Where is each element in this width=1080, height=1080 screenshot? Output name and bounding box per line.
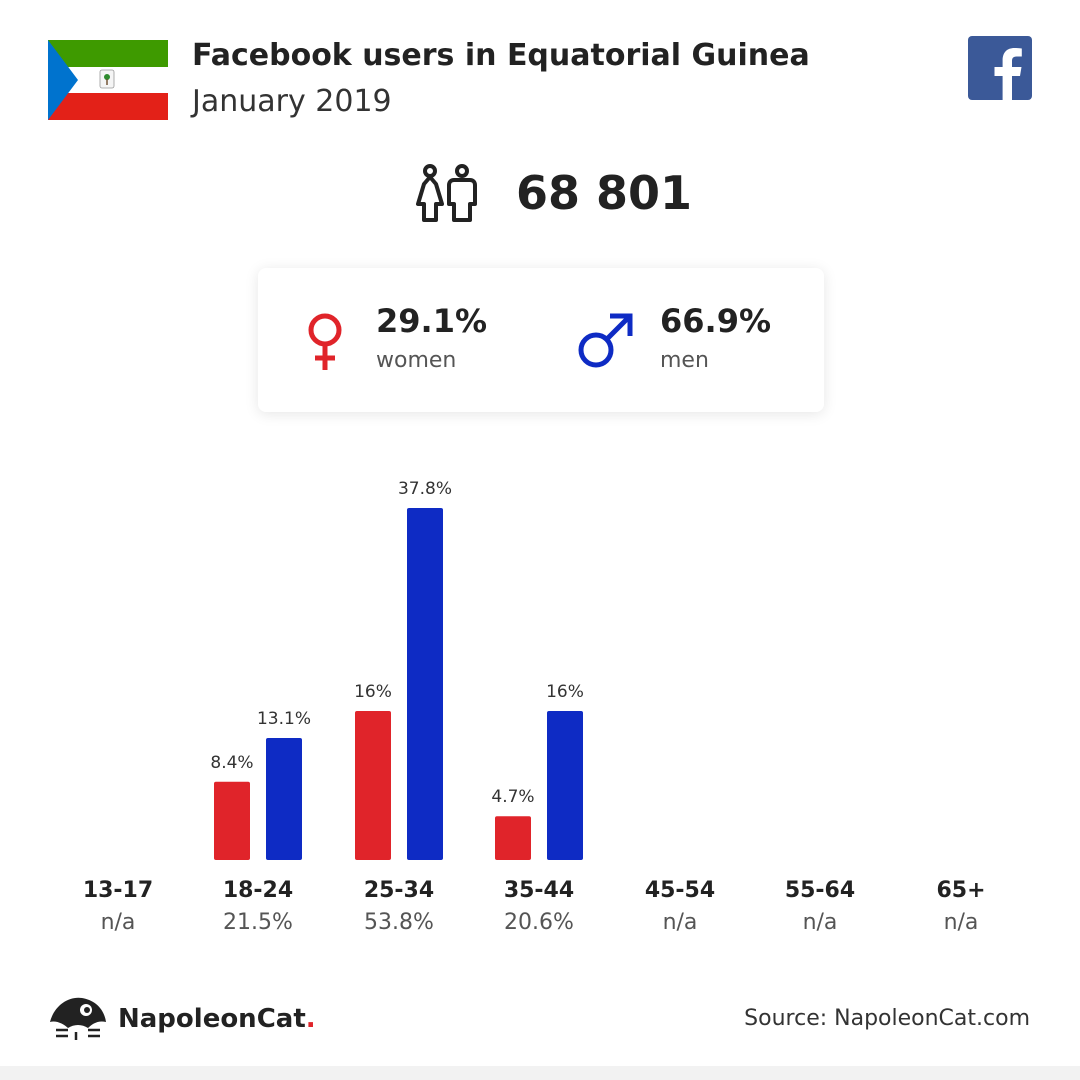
age-group-share: 20.6%	[504, 910, 574, 935]
users-icon	[416, 164, 477, 222]
female-symbol-icon	[308, 313, 342, 370]
equatorial-guinea-flag	[48, 40, 168, 120]
age-group-share: n/a	[100, 910, 136, 935]
data-label-men-25-34: 37.8%	[398, 479, 452, 499]
bottom-strip	[0, 1066, 1080, 1080]
age-group-label: 13-17	[82, 878, 154, 903]
brand-dot: .	[305, 1004, 316, 1034]
brand-name: NapoleonCat.	[118, 1004, 316, 1034]
page-subtitle: January 2019	[192, 84, 392, 119]
gender-split-card: 29.1% women 66.9% men	[258, 268, 824, 412]
data-label-men-35-44: 16%	[546, 682, 584, 702]
source-text: Source: NapoleonCat.com	[744, 1006, 1030, 1031]
age-group-label: 55-64	[784, 878, 856, 903]
men-label: men	[660, 348, 709, 373]
age-group-share: n/a	[802, 910, 838, 935]
age-group-share: 21.5%	[223, 910, 293, 935]
data-label-women-18-24: 8.4%	[210, 753, 253, 773]
chart-plot-area: 8.4% 13.1% 16% 37.8% 4.7% 16%	[210, 479, 584, 860]
total-users-value: 68 801	[516, 166, 693, 220]
women-percentage: 29.1%	[376, 302, 488, 340]
age-group-share: n/a	[662, 910, 698, 935]
bar-women-25-34	[355, 711, 391, 860]
bar-men-25-34	[407, 508, 443, 860]
age-group-label: 18-24	[222, 878, 294, 903]
bar-men-18-24	[266, 738, 302, 860]
brand-name-text: NapoleonCat	[118, 1004, 306, 1034]
age-group-label: 35-44	[503, 878, 575, 903]
data-label-men-18-24: 13.1%	[257, 709, 311, 729]
bar-men-35-44	[547, 711, 583, 860]
bar-women-35-44	[495, 816, 531, 860]
bar-women-18-24	[214, 781, 250, 860]
age-group-share: 53.8%	[364, 910, 434, 935]
page-title: Facebook users in Equatorial Guinea	[192, 38, 810, 73]
age-group-label: 25-34	[363, 878, 435, 903]
napoleoncat-logo-icon	[50, 997, 106, 1040]
women-label: women	[376, 348, 457, 373]
male-symbol-icon	[578, 313, 633, 368]
age-group-label: 65+	[936, 878, 986, 903]
age-group-label: 45-54	[644, 878, 716, 903]
data-label-women-35-44: 4.7%	[491, 787, 534, 807]
facebook-logo-icon	[968, 36, 1032, 100]
age-group-share: n/a	[943, 910, 979, 935]
men-percentage: 66.9%	[660, 302, 772, 340]
data-label-women-25-34: 16%	[354, 682, 392, 702]
age-gender-bar-chart: 8.4% 13.1% 16% 37.8% 4.7% 16% 13-17 n/a 18-24 21…	[0, 440, 1080, 960]
